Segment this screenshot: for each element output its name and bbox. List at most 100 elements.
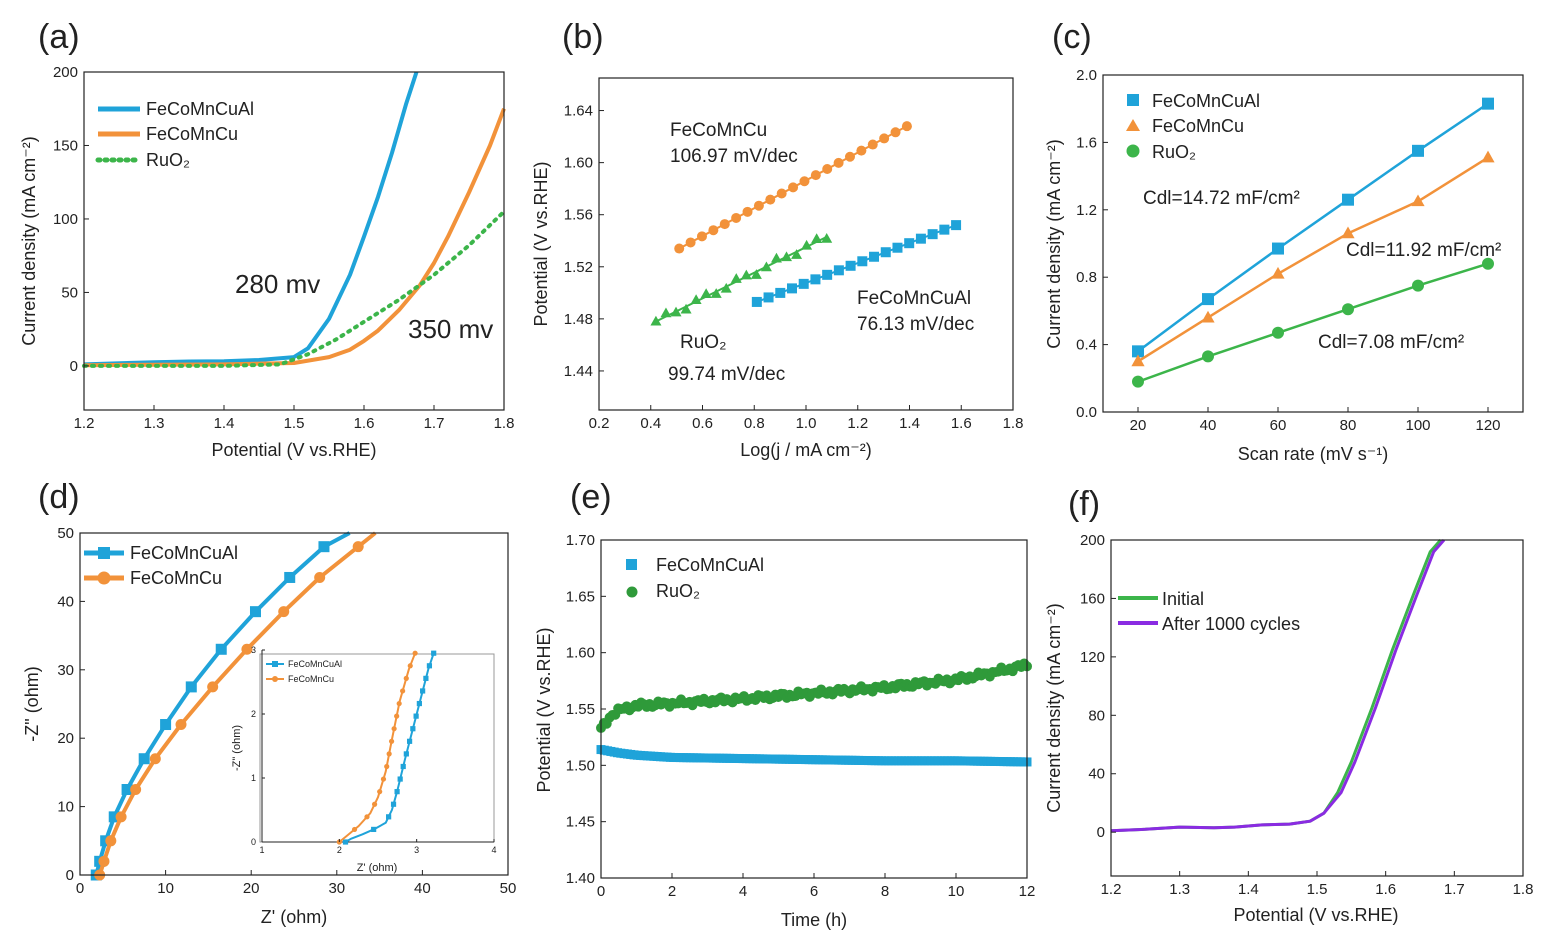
inset-point-1-6	[384, 763, 390, 770]
point-d-1-8	[241, 643, 253, 655]
panel-f-ticks: 1.2 1.3 1.4 1.5 1.6 1.7 1.8 0 40 80 120 160 200	[1080, 532, 1533, 898]
point-d-1-7	[207, 681, 219, 693]
point-d-1-3	[115, 811, 127, 823]
panel-d-label: (d)	[38, 478, 80, 516]
panel-c-marks	[1131, 97, 1495, 388]
d-xtick-label-4: 40	[414, 880, 431, 897]
e-xtick-label-2: 4	[739, 883, 747, 900]
point-b-1-5	[700, 288, 712, 298]
point-d-1-5	[149, 753, 161, 765]
point-b-0-7	[753, 200, 764, 211]
b-xtick-label-6: 1.4	[899, 415, 920, 432]
inset-marks	[261, 650, 494, 845]
fit-line-c-1	[1137, 156, 1489, 363]
e-xtick-label-5: 10	[948, 883, 965, 900]
point-b-2-0	[751, 296, 762, 307]
panel-f-legend: Initial After 1000 cycles	[1118, 589, 1300, 634]
f-ytick-label-4: 160	[1080, 590, 1105, 607]
b-xtick-label-4: 1.0	[796, 415, 817, 432]
point-b-2-10	[869, 251, 880, 262]
e-ytick-label-6: 1.70	[566, 532, 595, 549]
c-ytick-label-1: 0.4	[1076, 337, 1097, 354]
annotation-b-2-slope: 99.74 mV/dec	[668, 364, 785, 385]
c-xtick-label-5: 120	[1475, 417, 1500, 434]
inset-point-1-3	[371, 801, 378, 807]
panel-d-ylabel: -Z" (ohm)	[22, 666, 42, 741]
inset-xlabel: Z' (ohm)	[357, 862, 398, 874]
point-c-1-4	[1411, 194, 1425, 207]
point-c-0-2	[1272, 242, 1284, 255]
c-xtick-label-4: 100	[1405, 417, 1430, 434]
point-b-2-11	[880, 247, 891, 258]
series-a-0	[83, 71, 419, 367]
d-ytick-label-2: 20	[57, 730, 74, 747]
inset-point-1-14	[407, 663, 413, 669]
b-ytick-label-5: 1.64	[564, 103, 593, 120]
point-b-2-2	[775, 287, 786, 298]
point-b-0-0	[674, 243, 685, 254]
e-ytick-label-2: 1.50	[566, 757, 595, 774]
inset-point-1-9	[391, 726, 397, 732]
inset-ylabel: -Z" (ohm)	[231, 725, 243, 771]
inset-point-1-10	[394, 713, 400, 719]
panel-a-marks	[82, 71, 506, 368]
point-b-0-20	[901, 121, 912, 132]
point-b-1-1	[660, 307, 672, 318]
annotation-b-0-name: FeCoMnCu	[670, 120, 767, 141]
point-b-0-4	[719, 219, 730, 230]
point-d-0-4	[121, 784, 133, 795]
f-xtick-label-5: 1.7	[1444, 881, 1465, 898]
panel-f-ylabel: Current density (mA cm⁻²)	[1044, 603, 1064, 813]
f-ytick-label-1: 40	[1088, 766, 1105, 783]
e-xtick-label-4: 8	[881, 883, 889, 900]
inset-point-0-12	[420, 688, 426, 694]
inset-point-0-4	[394, 789, 400, 795]
inset-point-1-11	[396, 700, 402, 707]
f-xtick-label-6: 1.8	[1513, 881, 1534, 898]
b-xtick-label-8: 1.8	[1003, 415, 1024, 432]
inset-point-0-9	[410, 726, 416, 732]
d-xtick-label-3: 30	[328, 880, 345, 897]
point-b-1-8	[730, 273, 742, 283]
point-b-2-4	[798, 278, 809, 289]
c-xtick-label-1: 40	[1200, 417, 1217, 434]
panel-a-ticks: 1.2 1.3 1.4 1.5 1.6 1.7 1.8 0 50 100 150 200	[53, 64, 514, 432]
f-xtick-label-2: 1.4	[1238, 881, 1259, 898]
point-d-1-10	[314, 571, 326, 583]
point-b-1-10	[750, 269, 762, 279]
point-d-1-9	[278, 606, 290, 618]
a-ytick-label-4: 200	[53, 64, 78, 81]
b-ytick-label-4: 1.60	[564, 155, 593, 172]
panel-d-legend: FeCoMnCuAl FeCoMnCu	[84, 543, 238, 588]
d-ytick-label-0: 0	[66, 867, 74, 884]
legend-c-item-0: FeCoMnCuAl	[1152, 91, 1260, 111]
point-d-1-11	[352, 541, 364, 553]
panel-d-xlabel: Z' (ohm)	[261, 907, 327, 927]
e-xtick-label-1: 2	[668, 883, 676, 900]
point-d-0-9	[249, 606, 261, 618]
point-b-0-18	[879, 133, 890, 144]
point-b-0-2	[696, 231, 707, 242]
annotation-b-1-name: FeCoMnCuAl	[857, 288, 971, 309]
inset-point-0-8	[406, 738, 413, 744]
point-d-1-2	[105, 835, 117, 847]
annotation-b-1-slope: 76.13 mV/dec	[857, 314, 974, 335]
point-b-2-1	[763, 292, 774, 303]
legend-a-item-2: RuO₂	[146, 150, 190, 170]
c-xtick-label-2: 60	[1270, 417, 1287, 434]
series-f-0	[1110, 539, 1442, 833]
b-xtick-label-3: 0.8	[744, 415, 765, 432]
panel-c-label: (c)	[1052, 18, 1092, 56]
inset-point-0-6	[400, 763, 406, 770]
inset-xtick-label-0: 1	[259, 845, 264, 855]
fit-line-c-2	[1137, 262, 1489, 383]
panel-c-ylabel: Current density (mA cm⁻²)	[1044, 139, 1064, 349]
point-b-0-16	[856, 145, 867, 156]
panel-b-xlabel: Log(j / mA cm⁻²)	[740, 440, 872, 460]
panel-c-xlabel: Scan rate (mV s⁻¹)	[1238, 444, 1389, 464]
point-d-1-1	[98, 855, 110, 867]
e-xtick-label-3: 6	[810, 883, 818, 900]
point-b-0-17	[867, 139, 878, 150]
